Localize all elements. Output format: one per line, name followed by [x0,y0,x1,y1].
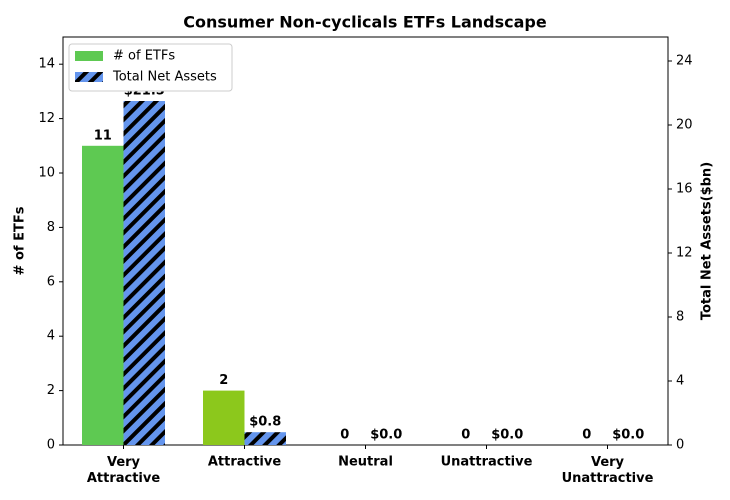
y-tick-label: 12 [38,111,55,126]
y-tick-label: 10 [38,166,55,181]
x-tick-label: Very Attractive [87,455,161,486]
bar [123,101,165,445]
y2-tick-label: 24 [676,54,693,69]
data-label: 0 [582,428,591,443]
chart-title: Consumer Non-cyclicals ETFs Landscape [183,13,547,32]
y-tick-label: 2 [47,383,55,398]
data-label: 2 [219,373,228,388]
y2-tick-label: 4 [676,374,684,389]
y2-axis-label: Total Net Assets($bn) [700,162,715,320]
legend-box [68,43,233,92]
legend-swatch [75,51,103,61]
bar [244,432,286,445]
data-label: $0.0 [612,428,644,443]
y-tick-label: 0 [47,438,55,453]
y-tick-label: 6 [47,274,55,289]
y-tick-label: 4 [47,329,55,344]
y2-tick-label: 8 [676,310,684,325]
bar [203,390,245,445]
y-tick-label: 14 [38,57,55,72]
data-label: $0.0 [370,428,402,443]
y-axis-label: # of ETFs [13,206,28,275]
x-tick-label: Neutral [338,455,393,470]
y2-tick-label: 20 [676,118,693,133]
data-label: $0.8 [249,415,281,430]
legend-swatch [75,72,103,82]
data-label: 0 [461,428,470,443]
x-tick-label: Very Unattractive [562,455,654,486]
bar [82,145,124,446]
data-label: 0 [340,428,349,443]
y-tick-label: 8 [47,220,55,235]
y2-tick-label: 0 [676,438,684,453]
legend-label: Total Net Assets [112,70,217,85]
legend-label: # of ETFs [113,49,175,64]
x-tick-label: Unattractive [441,455,533,470]
data-label: 11 [94,128,112,143]
y2-tick-label: 16 [676,182,693,197]
x-tick-label: Attractive [208,455,282,470]
data-label: $0.0 [491,428,523,443]
y2-tick-label: 12 [676,246,693,261]
